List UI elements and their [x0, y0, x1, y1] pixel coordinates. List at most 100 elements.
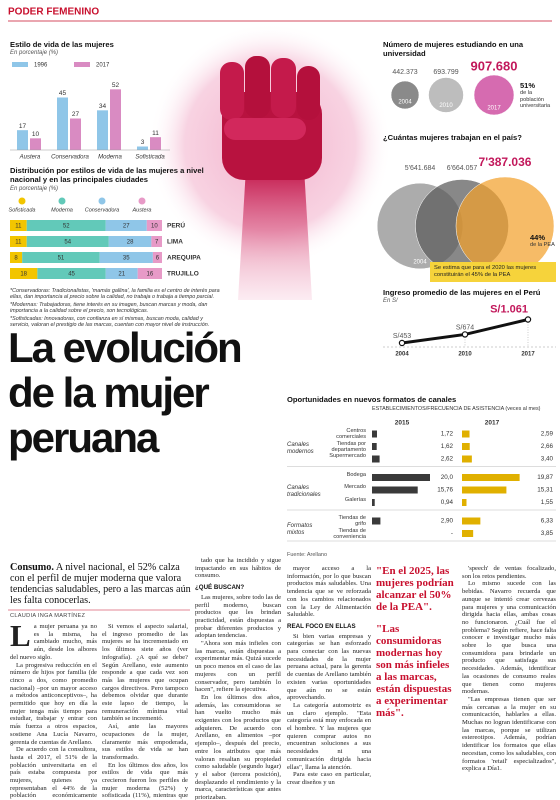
- data-label: 2,59: [541, 431, 554, 438]
- bar-segment: [105, 220, 147, 231]
- data-label: 15,31: [537, 487, 553, 494]
- paragraph: tado que ha incidido y sigue impactando …: [195, 557, 281, 580]
- bubble: [455, 176, 555, 276]
- frequency-bar: [462, 486, 507, 494]
- chart-title: Oportunidades en nuevos formatos de cana…: [287, 395, 457, 404]
- data-label: 51: [58, 256, 65, 262]
- data-label: 54: [64, 240, 71, 246]
- frequency-bar: [372, 499, 375, 506]
- subhead: ¿QUÉ BUSCAN?: [195, 584, 245, 592]
- data-label: 45: [68, 272, 75, 278]
- data-label: 11: [152, 130, 159, 137]
- footnote: Se estima que para el 2020 las mujeres c…: [434, 265, 537, 278]
- legend-label: Moderna: [51, 207, 73, 213]
- data-label: 52: [63, 224, 70, 230]
- category-label: PERÚ: [167, 221, 185, 230]
- data-label: 35: [123, 256, 130, 262]
- column-5: 'speech' de ventas focalizado, son los r…: [462, 565, 556, 800]
- paragraph: "Ahora son más infieles con las marcas, …: [195, 640, 281, 694]
- x-tick-label: 2010: [458, 352, 472, 358]
- bar-segment: [105, 268, 138, 279]
- year-label: 2010: [439, 103, 453, 109]
- data-label: 2,62: [441, 456, 454, 463]
- frequency-bar: [372, 486, 418, 494]
- frequency-bar: [372, 455, 380, 463]
- data-label: 34: [99, 103, 107, 110]
- data-label: 15,76: [437, 487, 453, 494]
- row-label: Mercado: [344, 484, 366, 490]
- data-label: 19,87: [537, 474, 553, 481]
- bar-segment: [99, 252, 153, 263]
- data-label: 5'641.684: [405, 165, 436, 172]
- row-label: Tiendas de grifo: [338, 515, 366, 527]
- quotes: "En el 2025, las mujeres podrían alcanza…: [376, 565, 456, 800]
- bar-segment: [137, 268, 162, 279]
- bar: [17, 130, 28, 150]
- data-label: 907.680: [471, 58, 518, 73]
- fist-illustration: [148, 23, 392, 300]
- frequency-bar: [462, 499, 467, 506]
- row-label: Bodega: [346, 471, 366, 478]
- paragraph: Las mujeres, sobre todo las de perfil mo…: [195, 593, 281, 640]
- paragraph: Así, ante las mayores ocupaciones de la …: [102, 723, 188, 761]
- legend-swatch: [58, 197, 66, 205]
- data-label: 7'387.036: [479, 155, 532, 169]
- data-label: 18: [20, 272, 27, 278]
- data-label: 6,33: [541, 518, 554, 525]
- data-label: 693.799: [433, 69, 458, 76]
- bar: [70, 118, 81, 150]
- x-tick-label: Moderna: [98, 155, 122, 161]
- lede-text: A nivel nacional, el 52% calza con el pe…: [10, 562, 191, 606]
- legend-label: Austera: [132, 207, 152, 213]
- bar: [150, 137, 161, 150]
- group-label: Canales modernos: [287, 441, 314, 455]
- data-label: 7: [155, 240, 159, 246]
- paragraph: De acuerdo con la consultora, hasta el 2…: [10, 746, 97, 800]
- data-label: 2,90: [441, 518, 454, 525]
- bar-segment: [10, 268, 38, 279]
- group-label: Formatos mixtos: [287, 522, 313, 536]
- column-4: mayor acceso a la información, por lo qu…: [287, 565, 371, 800]
- legend-label: Conservadora: [85, 207, 120, 213]
- x-tick-label: Sofisticada: [135, 155, 165, 161]
- bar-segment: [10, 220, 27, 231]
- data-label: 10: [151, 224, 158, 230]
- paragraph: Para este caso en particular, crear dise…: [287, 771, 371, 786]
- column-header: 2015: [395, 420, 410, 427]
- x-tick-label: Austera: [19, 155, 41, 161]
- column-3: tado que ha incidido y sigue impactando …: [195, 557, 281, 800]
- category-label: AREQUIPA: [167, 255, 201, 262]
- bubble: [390, 80, 420, 110]
- bubble: [473, 74, 515, 116]
- row-label: Tiendas de conveniencia: [333, 527, 366, 540]
- frequency-bar: [462, 430, 470, 438]
- year-label: 2004: [413, 259, 427, 265]
- footnote-box: [430, 262, 556, 282]
- paragraph: 'speech' de ventas focalizado, son los r…: [462, 565, 556, 580]
- row-label: Centros comerciales: [336, 428, 366, 440]
- bar-segment: [108, 236, 152, 247]
- bar-segment: [10, 236, 27, 247]
- bar: [137, 146, 148, 150]
- data-label: 3,85: [541, 530, 554, 537]
- data-label: S/674: [456, 324, 474, 331]
- chart-title: Estilo de vida de las mujeres: [10, 40, 114, 49]
- data-label: S/453: [393, 333, 411, 340]
- note-value: 51%: [520, 81, 535, 90]
- paragraph: Lo mismo sucede con las bebidas. Navarro…: [462, 580, 556, 696]
- bar-segment: [22, 252, 100, 263]
- kicker: Consumo.: [10, 562, 54, 573]
- chart-subtitle: En porcentaje (%): [10, 50, 59, 56]
- bar-segment: [151, 236, 162, 247]
- chart-title: Distribución por estilos de vida de las …: [10, 166, 204, 184]
- data-label: 21: [118, 272, 125, 278]
- data-label: 11: [15, 240, 22, 246]
- legend-swatch: [138, 197, 146, 205]
- paragraph: La progresiva reducción en el número de …: [10, 661, 97, 746]
- paragraph: mayor acceso a la información, por lo qu…: [287, 565, 371, 619]
- note-line: *Conservadoras: Tradicionalistas, 'mamás…: [10, 288, 220, 301]
- x-tick-label: 2004: [395, 352, 409, 358]
- frequency-bar: [462, 474, 520, 481]
